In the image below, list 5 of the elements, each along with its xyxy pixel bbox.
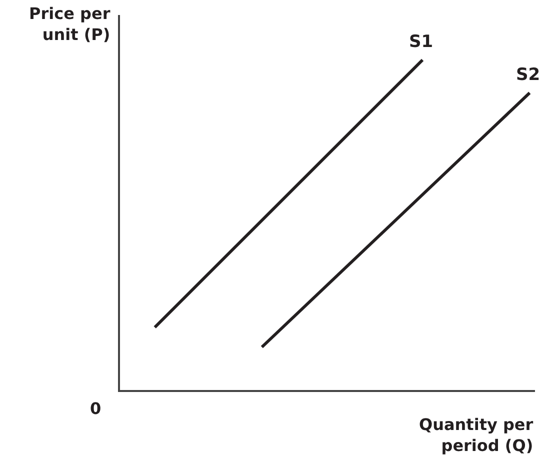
series-label: S2 <box>516 65 540 85</box>
series-label: S1 <box>409 32 434 52</box>
y-axis-title: Price per unit (P) <box>29 4 110 44</box>
text: 0 <box>90 399 102 418</box>
x-axis-title: Quantity per period (Q) <box>419 415 534 455</box>
